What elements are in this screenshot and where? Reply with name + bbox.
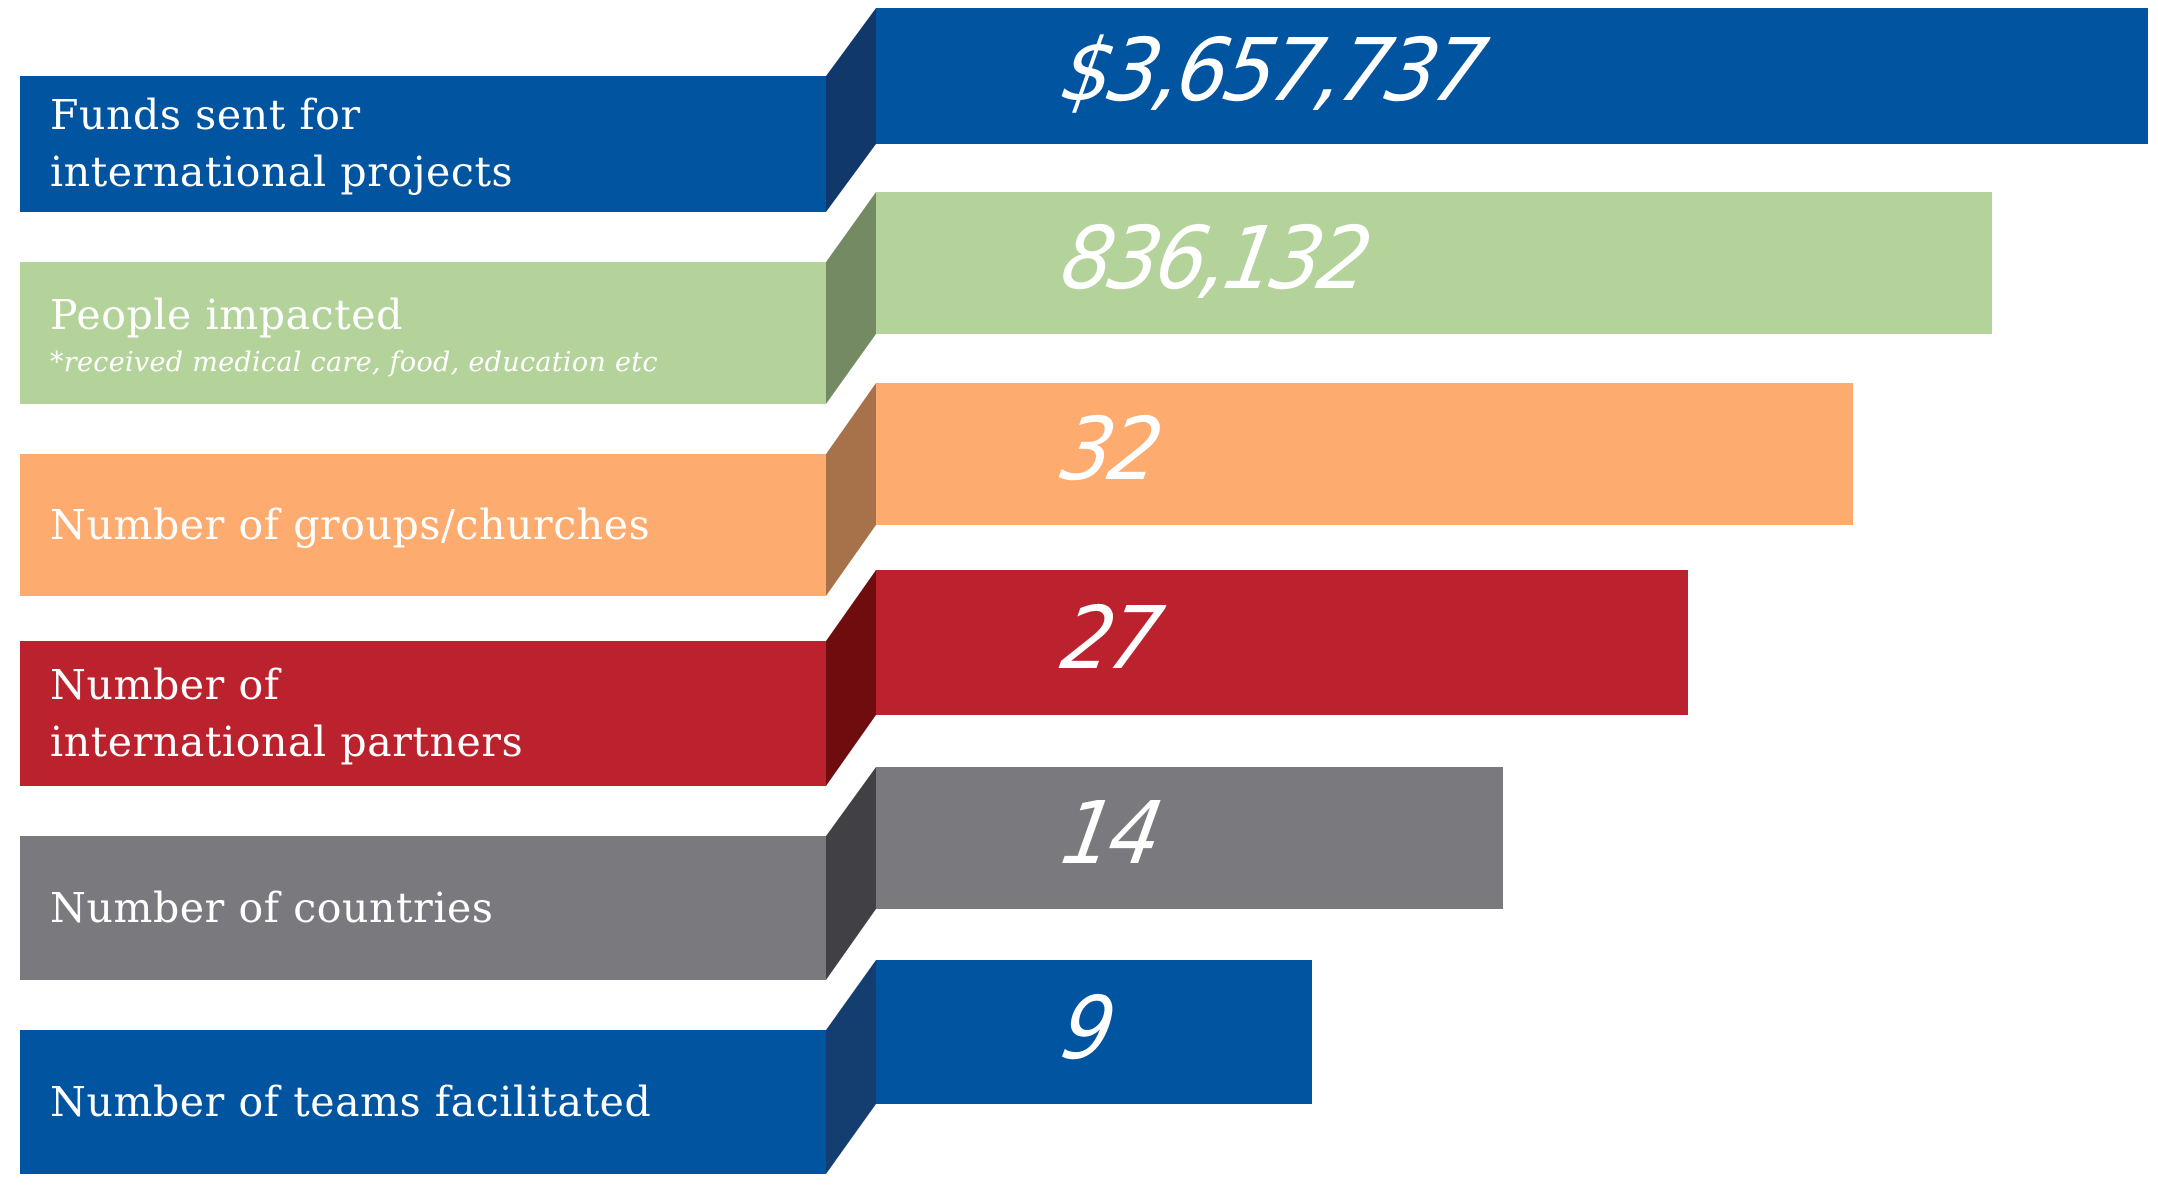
ribbon-fold <box>826 192 876 404</box>
value-text: 9 <box>1054 977 1120 1079</box>
ribbon-fold <box>826 570 876 786</box>
ribbon-fold <box>826 8 876 212</box>
ribbon-fold <box>826 960 876 1174</box>
ribbon-fold <box>826 767 876 980</box>
value-text: 14 <box>1054 782 1167 884</box>
label-text: Number of <box>50 660 280 709</box>
value-text: $3,657,737 <box>1054 19 1491 121</box>
value-bar: 27 <box>876 570 1688 715</box>
label-text: international partners <box>50 717 524 766</box>
label-box: People impacted *received medical care, … <box>20 262 826 404</box>
value-bar: 14 <box>876 767 1503 909</box>
label-text: Number of teams facilitated <box>50 1077 652 1126</box>
label-text: Funds sent for <box>50 91 361 139</box>
label-text: People impacted <box>50 290 403 339</box>
label-box: Number of countries <box>20 836 826 980</box>
label-box: Number of international partners <box>20 641 826 786</box>
value-bar: $3,657,737 <box>876 8 2148 144</box>
value-text: 32 <box>1054 398 1167 500</box>
value-bar: 9 <box>876 960 1312 1104</box>
label-text: Number of groups/churches <box>50 500 651 549</box>
label-box: Funds sent for international projects <box>20 76 826 212</box>
label-text: international projects <box>50 148 514 196</box>
value-text: 836,132 <box>1054 207 1376 309</box>
label-box: Number of groups/churches <box>20 454 826 596</box>
ribbon-fold <box>826 383 876 596</box>
label-note: *received medical care, food, education … <box>50 346 658 378</box>
label-text: Number of countries <box>50 883 494 932</box>
label-box: Number of teams facilitated <box>20 1030 826 1174</box>
value-bar: 836,132 <box>876 192 1992 334</box>
value-bar: 32 <box>876 383 1853 525</box>
value-text: 27 <box>1054 587 1167 689</box>
